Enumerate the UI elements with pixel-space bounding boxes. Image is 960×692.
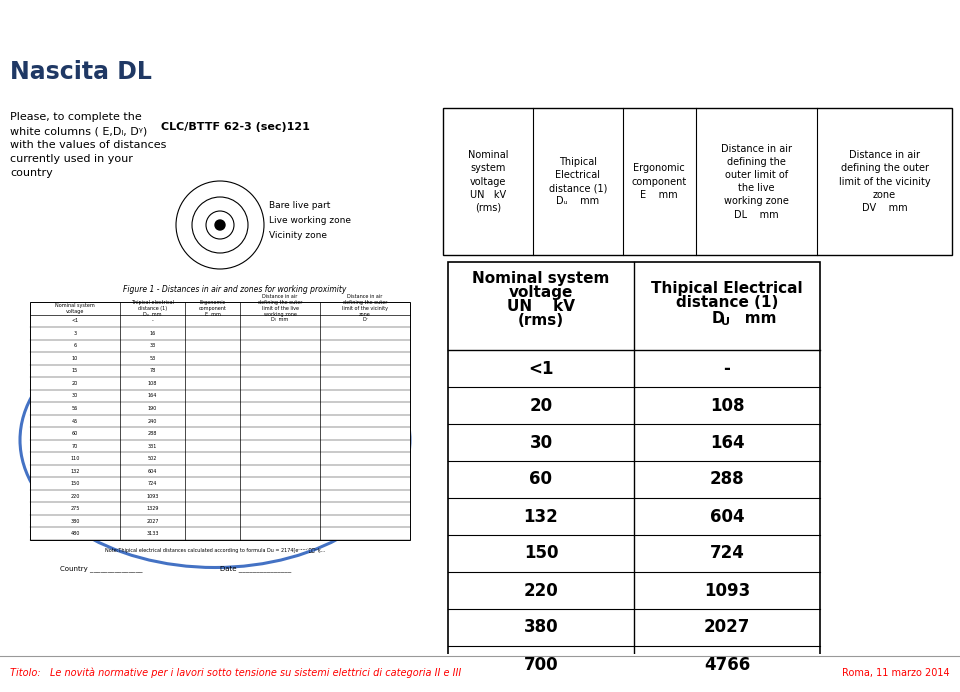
Text: 4766: 4766: [704, 655, 750, 673]
Text: 288: 288: [148, 431, 157, 436]
Bar: [443, 108, 952, 255]
Text: 331: 331: [148, 444, 157, 448]
Text: 190: 190: [148, 406, 157, 411]
Text: 33: 33: [150, 343, 156, 348]
Text: 724: 724: [709, 545, 744, 563]
Text: 164: 164: [148, 394, 157, 399]
Text: 108: 108: [709, 397, 744, 415]
Text: UN    kV: UN kV: [507, 298, 575, 313]
Text: 604: 604: [148, 468, 157, 473]
Text: 164: 164: [709, 433, 744, 451]
Text: Distance in air
defining the outer
limit of the vicinity
zone
Dᵞ: Distance in air defining the outer limit…: [342, 294, 388, 322]
Text: Vicinity zone: Vicinity zone: [269, 230, 327, 239]
Text: Nominal system: Nominal system: [472, 271, 610, 286]
Text: Distance in air
defining the outer
limit of the live
working zone
Dₗ  mm: Distance in air defining the outer limit…: [258, 294, 302, 322]
Text: 110: 110: [70, 456, 80, 461]
Text: Country _______________: Country _______________: [60, 565, 142, 572]
Text: 240: 240: [148, 419, 157, 424]
Text: 132: 132: [523, 507, 559, 525]
Text: CLC/BTTF 62-3 (sec)121: CLC/BTTF 62-3 (sec)121: [160, 122, 309, 132]
Text: -: -: [724, 360, 731, 378]
Text: 275: 275: [70, 506, 80, 511]
Text: 288: 288: [709, 471, 744, 489]
Text: 700: 700: [524, 655, 559, 673]
Bar: [30, 302, 410, 540]
Text: 2027: 2027: [146, 519, 158, 524]
Text: 53: 53: [150, 356, 156, 361]
Text: 380: 380: [524, 619, 559, 637]
Text: Nascita DL: Nascita DL: [10, 60, 152, 84]
Text: 220: 220: [70, 493, 80, 499]
Text: 108: 108: [148, 381, 157, 386]
Text: 3: 3: [73, 331, 77, 336]
Text: Thipical electrical
distance (1)
Dᵤ  mm: Thipical electrical distance (1) Dᵤ mm: [131, 300, 174, 316]
Text: <1: <1: [528, 360, 554, 378]
Text: Please, to complete the
white columns ( E,Dₗ, Dᵞ)
with the values of distances
c: Please, to complete the white columns ( …: [10, 112, 166, 178]
Text: U: U: [721, 317, 730, 327]
Text: 30: 30: [72, 394, 78, 399]
Text: Bare live part: Bare live part: [269, 201, 330, 210]
Text: Nominal system
voltage: Nominal system voltage: [55, 303, 95, 313]
Bar: [448, 262, 820, 683]
Text: 20: 20: [529, 397, 553, 415]
Text: 724: 724: [148, 481, 157, 486]
Text: Ergonomic
component
E    mm: Ergonomic component E mm: [632, 163, 687, 200]
Text: 6: 6: [73, 343, 77, 348]
Text: 56: 56: [72, 406, 78, 411]
Text: Roma, 11 marzo 2014: Roma, 11 marzo 2014: [842, 668, 950, 678]
Text: 16: 16: [150, 331, 156, 336]
Text: 604: 604: [709, 507, 744, 525]
Text: 502: 502: [148, 456, 157, 461]
Text: Titolo:   Le novità normative per i lavori sotto tensione su sistemi elettrici d: Titolo: Le novità normative per i lavori…: [10, 668, 461, 678]
Text: 1093: 1093: [704, 581, 750, 599]
Text: La Sicurezza nei lavori in presenza di rischio elettrico: La Sicurezza nei lavori in presenza di r…: [216, 15, 804, 35]
Text: Thipical
Electrical
distance (1)
Dᵤ    mm: Thipical Electrical distance (1) Dᵤ mm: [549, 156, 607, 206]
Text: 150: 150: [524, 545, 559, 563]
Text: 30: 30: [529, 433, 553, 451]
Text: D: D: [712, 311, 725, 325]
Text: Note:Thipical electrical distances calculated according to formula Du = 2174[eᵁ⁹: Note:Thipical electrical distances calcu…: [105, 548, 325, 553]
Text: 150: 150: [70, 481, 80, 486]
Text: Ergonomic
component
E  mm: Ergonomic component E mm: [199, 300, 227, 316]
Text: Figure 1 - Distances in air and zones for working proximity: Figure 1 - Distances in air and zones fo…: [123, 285, 347, 294]
Text: 1093: 1093: [146, 493, 158, 499]
Text: 78: 78: [150, 368, 156, 374]
Text: 60: 60: [530, 471, 553, 489]
Text: Distance in air
defining the
outer limit of
the live
working zone
DL    mm: Distance in air defining the outer limit…: [721, 143, 792, 219]
Text: Nominal
system
voltage
UN   kV
(rms): Nominal system voltage UN kV (rms): [468, 150, 508, 213]
Text: <1: <1: [71, 318, 79, 323]
Text: 20: 20: [72, 381, 78, 386]
Text: Thipical Electrical: Thipical Electrical: [651, 280, 803, 295]
Text: distance (1): distance (1): [676, 295, 779, 309]
Text: 380: 380: [70, 519, 80, 524]
Text: 10: 10: [72, 356, 78, 361]
Text: 2027: 2027: [704, 619, 750, 637]
Text: Distance in air
defining the outer
limit of the vicinity
zone
DV    mm: Distance in air defining the outer limit…: [839, 150, 930, 213]
Text: Live working zone: Live working zone: [269, 215, 351, 224]
Text: 220: 220: [523, 581, 559, 599]
Text: 70: 70: [72, 444, 78, 448]
Text: mm: mm: [729, 311, 777, 325]
Text: (rms): (rms): [518, 313, 564, 327]
Text: 60: 60: [72, 431, 78, 436]
Text: 45: 45: [72, 419, 78, 424]
Text: 132: 132: [70, 468, 80, 473]
Text: 1329: 1329: [146, 506, 158, 511]
Text: 3133: 3133: [146, 531, 158, 536]
Circle shape: [215, 220, 225, 230]
Text: Date _______________: Date _______________: [220, 565, 291, 572]
Text: voltage: voltage: [509, 284, 573, 300]
Text: -: -: [152, 318, 154, 323]
Text: INCAIL: INCAIL: [12, 11, 115, 39]
Text: 15: 15: [72, 368, 78, 374]
Text: 480: 480: [70, 531, 80, 536]
